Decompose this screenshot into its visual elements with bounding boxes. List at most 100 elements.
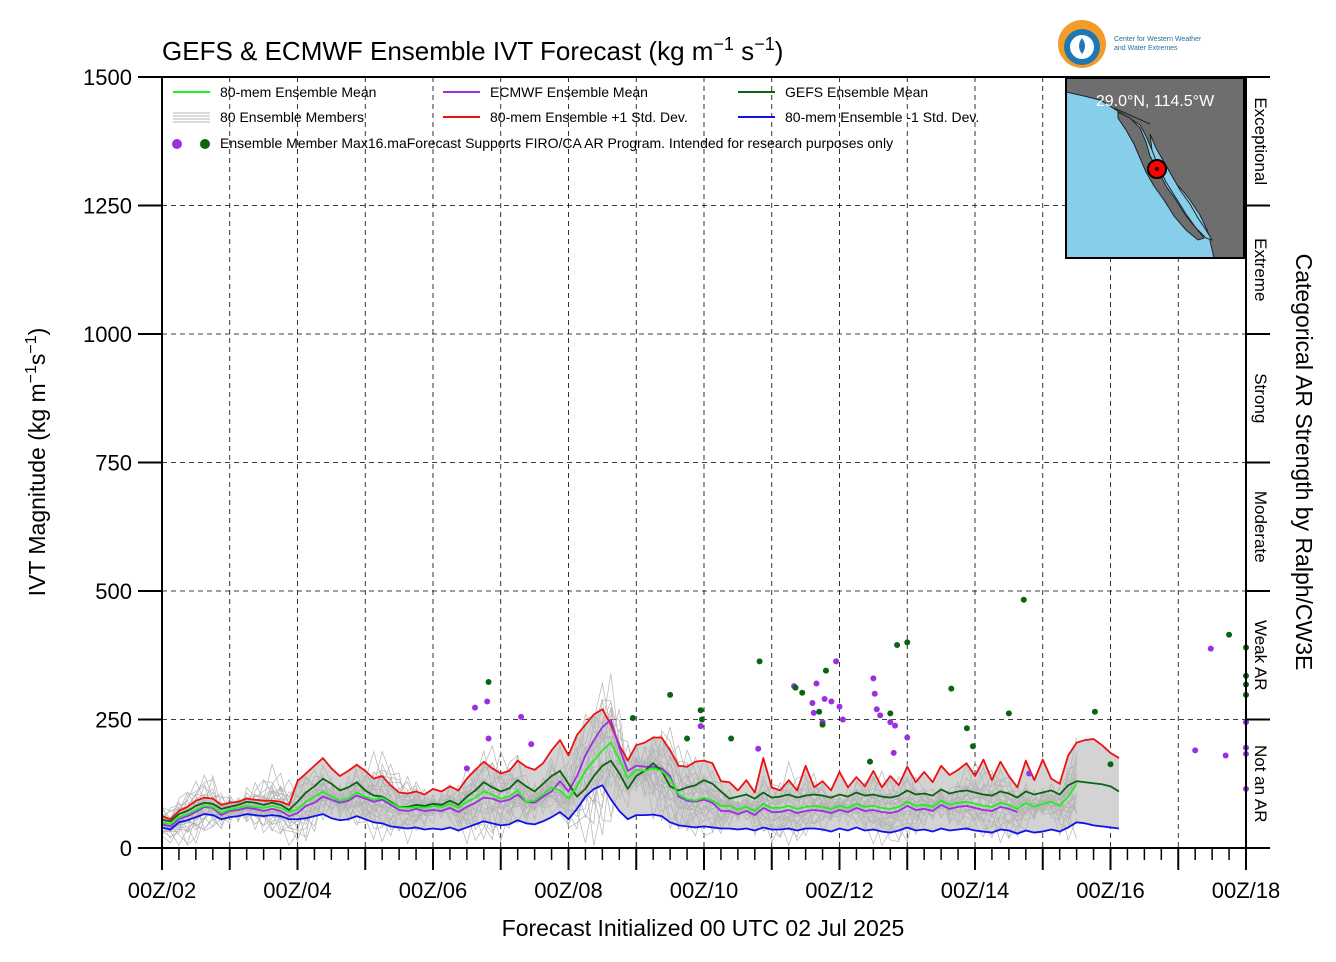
y-tick-label: 250 bbox=[95, 708, 132, 733]
minus1-line bbox=[161, 784, 1120, 835]
x-axis-label: Forecast Initialized 00 UTC 02 Jul 2025 bbox=[502, 915, 905, 941]
y-tick-label: 500 bbox=[95, 579, 132, 604]
ecmwf-mean-line bbox=[161, 718, 1018, 828]
right-axis-title: Categorical AR Strength by Ralph/CW3E bbox=[1291, 254, 1317, 671]
max-point-ecmwf bbox=[833, 658, 840, 665]
legend-gefs: GEFS Ensemble Mean bbox=[785, 84, 928, 100]
max-point-ecmwf bbox=[518, 713, 525, 720]
ensemble-member-line bbox=[161, 724, 1077, 832]
logo-line2: and Water Extremes bbox=[1114, 45, 1178, 52]
x-tick-label: 00Z/04 bbox=[263, 878, 332, 903]
max-point-gefs bbox=[819, 721, 826, 728]
max-point-gefs bbox=[667, 691, 674, 698]
max-point-ecmwf bbox=[828, 698, 835, 705]
y-tick-label: 1500 bbox=[83, 65, 132, 90]
category-label: Exceptional bbox=[1251, 97, 1270, 185]
gefs-mean-line bbox=[161, 759, 1120, 823]
max-point-ecmwf bbox=[810, 709, 817, 716]
max-point-gefs bbox=[629, 714, 636, 721]
max-point-ecmwf bbox=[463, 765, 470, 772]
category-label: Moderate bbox=[1251, 491, 1270, 563]
max-point-ecmwf bbox=[836, 703, 843, 710]
max-point-gefs bbox=[904, 639, 911, 646]
max-points bbox=[463, 596, 1249, 792]
x-tick-label: 00Z/12 bbox=[805, 878, 874, 903]
legend-mean80: 80-mem Ensemble Mean bbox=[220, 84, 376, 100]
max-point-ecmwf bbox=[1207, 645, 1214, 652]
legend-members: 80 Ensemble Members bbox=[220, 109, 364, 125]
category-label: Not an AR bbox=[1251, 745, 1270, 823]
max-point-gefs bbox=[887, 710, 894, 717]
max-point-gefs bbox=[485, 678, 492, 685]
axes: 0 250 500 750 1000 1250 1500 00Z/02 00Z/04 00Z/06… bbox=[83, 65, 1280, 903]
legend-minus1: 80-mem Ensemble -1 Std. Dev. bbox=[785, 109, 979, 125]
chart-title: GEFS & ECMWF Ensemble IVT Forecast (kg m… bbox=[162, 34, 783, 66]
legend-maxline: Ensemble Member Max16.maForecast Support… bbox=[220, 135, 893, 151]
x-tick-label: 00Z/16 bbox=[1076, 878, 1145, 903]
max-point-gefs bbox=[728, 735, 735, 742]
max-point-gefs bbox=[948, 685, 955, 692]
max-point-gefs bbox=[1020, 596, 1027, 603]
water-drop-icon bbox=[1079, 38, 1085, 54]
max-point-gefs bbox=[684, 735, 691, 742]
max-point-gefs bbox=[756, 658, 763, 665]
grid-lines bbox=[162, 77, 1246, 848]
max-point-gefs bbox=[866, 758, 873, 765]
max-point-ecmwf bbox=[813, 680, 820, 687]
category-label: Strong bbox=[1251, 373, 1270, 423]
cw3e-logo: Center for Western Weather and Water Ext… bbox=[1058, 20, 1202, 68]
ensemble-member-line bbox=[161, 699, 1077, 843]
y-tick-label: 0 bbox=[120, 836, 132, 861]
x-tick-label: 00Z/14 bbox=[941, 878, 1010, 903]
y-tick-label: 750 bbox=[95, 451, 132, 476]
max-point-ecmwf bbox=[821, 695, 828, 702]
max-point-gefs bbox=[1226, 631, 1233, 638]
max-point-ecmwf bbox=[877, 712, 884, 719]
max-point-ecmwf bbox=[904, 734, 911, 741]
max-point-ecmwf bbox=[873, 706, 880, 713]
max-point-ecmwf bbox=[528, 741, 535, 748]
max-point-ecmwf bbox=[472, 704, 479, 711]
inset-location-label: 29.0°N, 114.5°W bbox=[1096, 93, 1215, 110]
inset-frame bbox=[1065, 77, 1245, 259]
legend-swatch-members bbox=[173, 112, 210, 123]
max-point-ecmwf bbox=[890, 749, 897, 756]
location-marker-center bbox=[1155, 167, 1159, 171]
max-point-ecmwf bbox=[870, 675, 877, 682]
max-point-ecmwf bbox=[755, 745, 762, 752]
legend-plus1: 80-mem Ensemble +1 Std. Dev. bbox=[490, 109, 688, 125]
logo-line1: Center for Western Weather bbox=[1114, 36, 1202, 43]
x-tick-label: 00Z/08 bbox=[534, 878, 603, 903]
x-tick-label: 00Z/18 bbox=[1212, 878, 1281, 903]
inset-map: 29.0°N, 114.5°W bbox=[1065, 77, 1245, 259]
max-point-gefs bbox=[822, 667, 829, 674]
legend-marker-green bbox=[200, 139, 210, 149]
max-point-ecmwf bbox=[809, 700, 816, 707]
max-point-gefs bbox=[792, 684, 799, 691]
max-point-gefs bbox=[969, 743, 976, 750]
category-label: Extreme bbox=[1251, 238, 1270, 301]
max-point-ecmwf bbox=[887, 719, 894, 726]
max-point-gefs bbox=[816, 708, 823, 715]
y-axis-label: IVT Magnitude (kg m−1s−1) bbox=[23, 328, 50, 597]
ensemble-member-line bbox=[161, 743, 1077, 847]
max-point-ecmwf bbox=[1192, 747, 1199, 754]
max-point-gefs bbox=[1107, 761, 1114, 768]
x-tick-label: 00Z/10 bbox=[670, 878, 739, 903]
inset-border bbox=[1113, 107, 1151, 125]
max-point-gefs bbox=[1005, 710, 1012, 717]
x-tick-label: 00Z/06 bbox=[399, 878, 468, 903]
max-point-gefs bbox=[697, 707, 704, 714]
max-point-ecmwf bbox=[839, 716, 846, 723]
series-lines bbox=[161, 708, 1120, 835]
y-tick-label: 1250 bbox=[83, 194, 132, 219]
max-point-ecmwf bbox=[485, 735, 492, 742]
ensemble-member-line bbox=[161, 728, 1077, 839]
legend: 80-mem Ensemble Mean ECMWF Ensemble Mean… bbox=[172, 84, 979, 151]
max-point-ecmwf bbox=[1222, 752, 1229, 759]
y-tick-label: 1000 bbox=[83, 322, 132, 347]
mean80-line bbox=[161, 741, 1078, 826]
max-point-ecmwf bbox=[697, 723, 704, 730]
